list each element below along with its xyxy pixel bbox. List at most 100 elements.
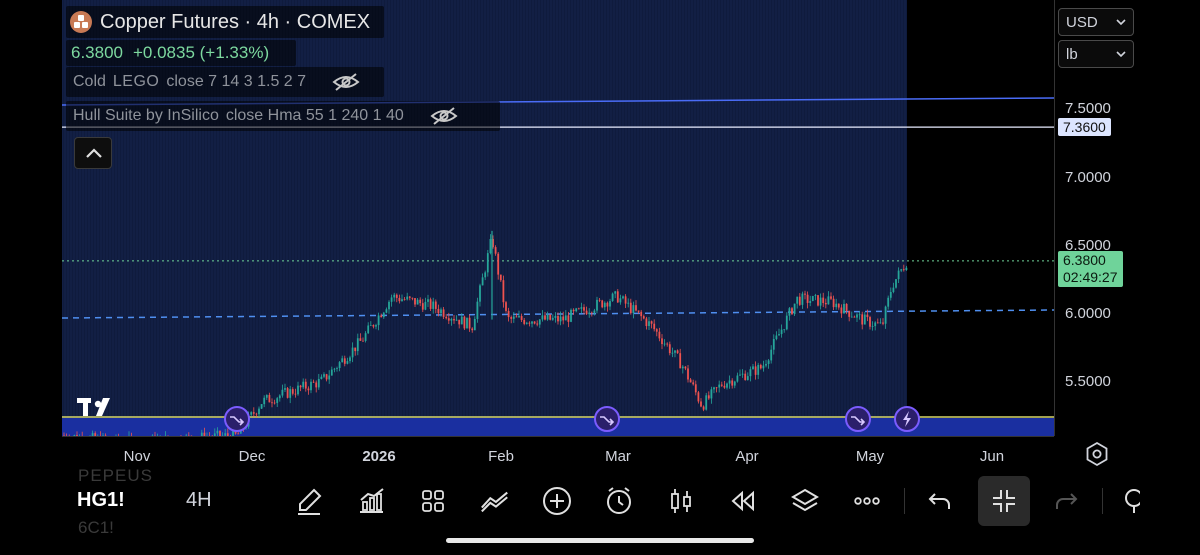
candle-body <box>200 432 203 436</box>
price-label: 5.5000 <box>1065 373 1111 390</box>
time-label: Jun <box>979 448 1005 465</box>
candle-body <box>874 322 877 327</box>
candle-body <box>824 302 827 305</box>
symbol-title[interactable]: Copper Futures · 4h · COMEX <box>66 6 384 38</box>
candle-body <box>648 321 650 327</box>
candle-body <box>744 373 747 381</box>
currency-select[interactable]: USD <box>1058 8 1134 36</box>
candle-body <box>650 321 653 324</box>
unit-select[interactable]: lb <box>1058 40 1134 68</box>
collapse-legend-button[interactable] <box>74 137 112 169</box>
candle-body <box>889 292 892 298</box>
candle-body <box>739 374 741 376</box>
indicator-row-hull-suite[interactable]: Hull Suite by InSilico close Hma 55 1 24… <box>66 101 500 131</box>
candle-body <box>796 296 799 304</box>
candle-body <box>408 296 411 298</box>
candle-body <box>398 297 401 302</box>
candle-body <box>437 308 440 314</box>
hline-price-tag: 7.3600 <box>1058 118 1111 136</box>
interval-button[interactable]: 4H <box>186 489 212 511</box>
chart-type-button[interactable] <box>665 485 697 517</box>
layers-button[interactable] <box>789 485 821 517</box>
indicators-button[interactable] <box>355 485 387 517</box>
candle-body <box>671 352 674 354</box>
drawing-tools-button[interactable] <box>293 485 325 517</box>
candle-body <box>393 294 396 298</box>
redo-button[interactable] <box>1050 485 1082 517</box>
symbol-list-prev[interactable]: PEPEUS <box>78 466 153 485</box>
candle-body <box>356 338 359 352</box>
candle-body <box>866 314 869 318</box>
indicator-row-cold-lego[interactable]: Cold LEGO close 7 14 3 1.5 2 7 <box>66 67 384 97</box>
layers-icon <box>791 488 819 512</box>
candle-body <box>544 315 546 320</box>
event-marker-glyph <box>600 416 615 426</box>
candle-body <box>767 360 770 364</box>
layout-button[interactable] <box>417 485 449 517</box>
eye-off-icon[interactable] <box>331 72 361 92</box>
candle-body <box>479 285 481 302</box>
time-label: Mar <box>605 448 631 465</box>
compare-button[interactable] <box>479 485 511 517</box>
candle-body <box>492 239 494 248</box>
alert-button[interactable] <box>603 485 635 517</box>
candle-body <box>692 382 695 385</box>
candles-icon <box>671 489 691 513</box>
symbol-list-next[interactable]: 6C1! <box>78 518 114 537</box>
more-button[interactable] <box>851 485 883 517</box>
undo-button[interactable] <box>924 485 956 517</box>
candle-body <box>583 307 585 311</box>
time-label: 2026 <box>362 448 396 465</box>
replay-button[interactable] <box>727 485 759 517</box>
candle-body <box>731 380 734 386</box>
candle-body <box>541 315 544 320</box>
candle-body <box>343 358 346 364</box>
fullscreen-exit-button[interactable] <box>988 485 1020 517</box>
candle-body <box>411 297 414 299</box>
candle-body <box>73 435 76 436</box>
toolbar-divider <box>904 488 905 514</box>
candle-body <box>284 388 286 390</box>
candle-body <box>276 398 279 403</box>
candle-body <box>590 312 593 314</box>
candle-body <box>476 301 479 319</box>
candle-body <box>642 316 645 319</box>
chevron-up-icon <box>86 148 102 158</box>
candle-body <box>770 349 773 361</box>
symbol-button[interactable]: HG1! <box>77 489 125 511</box>
candle-body <box>302 381 305 388</box>
event-marker-glyph <box>851 416 866 426</box>
candle-body <box>484 272 487 278</box>
candle-body <box>757 364 760 375</box>
price-axis[interactable]: 7.5000 7.0000 6.5000 6.0000 5.5000 <box>1054 0 1140 436</box>
candle-body <box>445 316 448 319</box>
candle-body <box>278 395 281 399</box>
candle-body <box>700 401 702 407</box>
candle-body <box>551 317 554 320</box>
search-button[interactable] <box>1120 485 1140 517</box>
candle-body <box>879 322 882 324</box>
candle-body <box>263 397 266 405</box>
price-change: +0.0835 (+1.33%) <box>133 43 270 62</box>
eye-off-icon[interactable] <box>429 106 459 126</box>
candle-body <box>336 367 338 369</box>
candle-body <box>414 298 416 305</box>
candle-body <box>432 301 435 309</box>
candle-body <box>598 299 601 301</box>
candle-body <box>406 296 409 300</box>
candle-body <box>798 296 801 305</box>
candle-body <box>593 310 596 314</box>
redo-icon <box>1056 493 1078 509</box>
candle-body <box>271 402 273 404</box>
candle-body <box>250 412 253 415</box>
time-axis[interactable]: Nov Dec 2026 Feb Mar Apr May Jun <box>62 436 1054 472</box>
candle-body <box>775 335 778 339</box>
event-marker-lightning-glyph <box>903 411 911 427</box>
add-button[interactable] <box>541 485 573 517</box>
unit-value: lb <box>1066 45 1078 63</box>
candle-body <box>455 319 458 321</box>
chart-settings-icon[interactable] <box>1084 441 1110 467</box>
candle-body <box>427 299 429 302</box>
candle-body <box>237 433 240 435</box>
candle-body <box>502 280 505 303</box>
